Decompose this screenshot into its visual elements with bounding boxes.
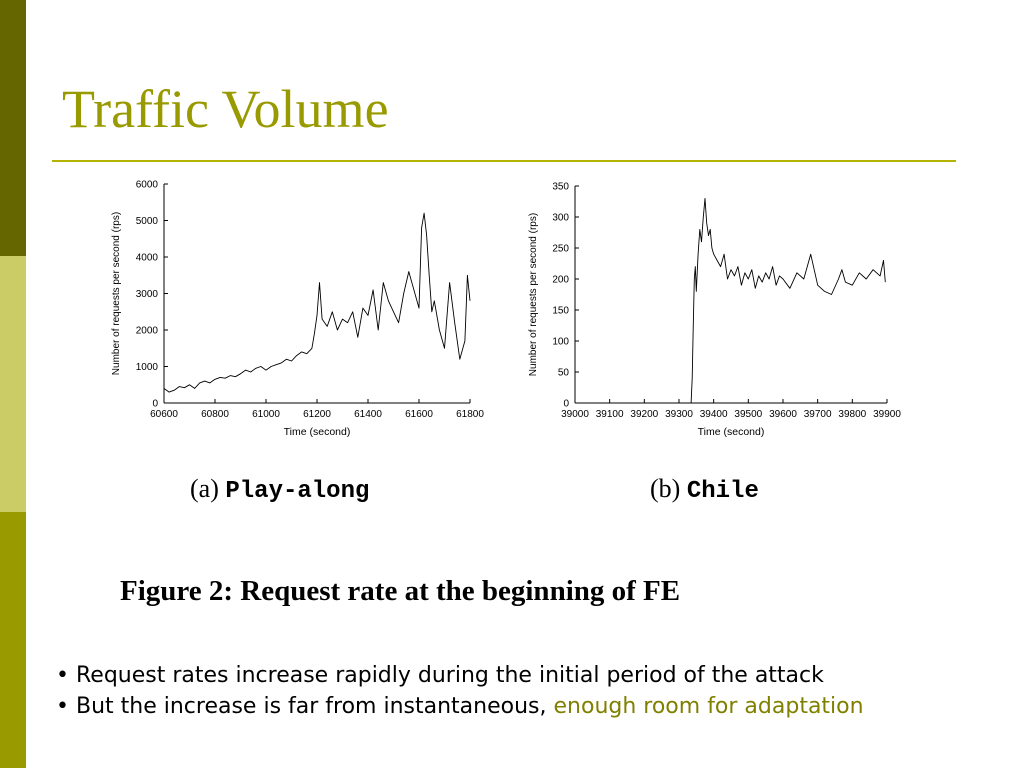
y-tick-label: 3000 xyxy=(136,289,159,300)
x-tick-label: 60800 xyxy=(201,409,229,420)
series-line xyxy=(163,212,471,393)
bullet-marker: • xyxy=(56,694,69,719)
y-tick-label: 100 xyxy=(552,337,569,348)
x-tick-label: 61800 xyxy=(456,409,484,420)
x-axis-label: Time (second) xyxy=(698,426,765,438)
left-accent-bar xyxy=(0,0,26,768)
y-tick-label: 2000 xyxy=(136,326,159,337)
figure-caption: Figure 2: Request rate at the beginning … xyxy=(120,575,681,607)
subcaption-b-prefix: (b) xyxy=(650,474,681,503)
x-tick-label: 39900 xyxy=(873,409,901,420)
y-tick-label: 150 xyxy=(552,306,569,317)
bullet-item: • Request rates increase rapidly during … xyxy=(56,660,864,691)
bullet-list: • Request rates increase rapidly during … xyxy=(56,660,864,722)
y-tick-label: 4000 xyxy=(136,253,159,264)
x-tick-label: 61200 xyxy=(303,409,331,420)
y-tick-label: 50 xyxy=(558,368,570,379)
accent-bar-top xyxy=(0,0,26,256)
series-line xyxy=(690,197,886,404)
accent-bar-middle xyxy=(0,256,26,512)
y-tick-label: 1000 xyxy=(136,362,159,373)
bullet-marker: • xyxy=(56,663,69,688)
y-tick-label: 5000 xyxy=(136,216,159,227)
x-tick-label: 61600 xyxy=(405,409,433,420)
y-tick-label: 200 xyxy=(552,275,569,286)
slide-title: Traffic Volume xyxy=(62,79,389,139)
x-tick-label: 39400 xyxy=(700,409,728,420)
x-tick-label: 39500 xyxy=(734,409,762,420)
bullet-highlight: enough room for adaptation xyxy=(553,694,864,719)
x-tick-label: 39000 xyxy=(561,409,589,420)
x-tick-label: 39100 xyxy=(596,409,624,420)
subcaption-b-name: Chile xyxy=(686,478,759,505)
x-tick-label: 61400 xyxy=(354,409,382,420)
x-tick-label: 39300 xyxy=(665,409,693,420)
x-tick-label: 61000 xyxy=(252,409,280,420)
y-tick-label: 0 xyxy=(152,399,158,410)
subcaption-a-prefix: (a) xyxy=(190,474,219,503)
y-axis-label: Number of requests per second (rps) xyxy=(111,212,122,375)
y-axis-label: Number of requests per second (rps) xyxy=(528,213,539,376)
accent-bar-bottom xyxy=(0,512,26,768)
subcaption-a: (a) Play-along xyxy=(190,474,369,505)
x-axis-label: Time (second) xyxy=(284,426,351,438)
subcaption-a-name: Play-along xyxy=(225,478,370,505)
bullet-text: But the increase is far from instantaneo… xyxy=(75,694,554,719)
x-tick-label: 39800 xyxy=(838,409,866,420)
y-tick-label: 6000 xyxy=(136,180,159,191)
title-divider xyxy=(52,160,956,162)
bullet-text: Request rates increase rapidly during th… xyxy=(75,663,824,688)
y-tick-label: 0 xyxy=(563,399,569,410)
subcaption-b: (b) Chile xyxy=(650,474,759,505)
y-tick-label: 250 xyxy=(552,244,569,255)
x-tick-label: 39200 xyxy=(630,409,658,420)
x-tick-label: 39600 xyxy=(769,409,797,420)
bullet-item: • But the increase is far from instantan… xyxy=(56,691,864,722)
y-tick-label: 350 xyxy=(552,182,569,193)
charts-canvas: 60600 60800 61000 61200 61400 61600 6180001000… xyxy=(111,180,901,439)
x-tick-label: 39700 xyxy=(804,409,832,420)
x-tick-label: 60600 xyxy=(150,409,178,420)
y-tick-label: 300 xyxy=(552,213,569,224)
